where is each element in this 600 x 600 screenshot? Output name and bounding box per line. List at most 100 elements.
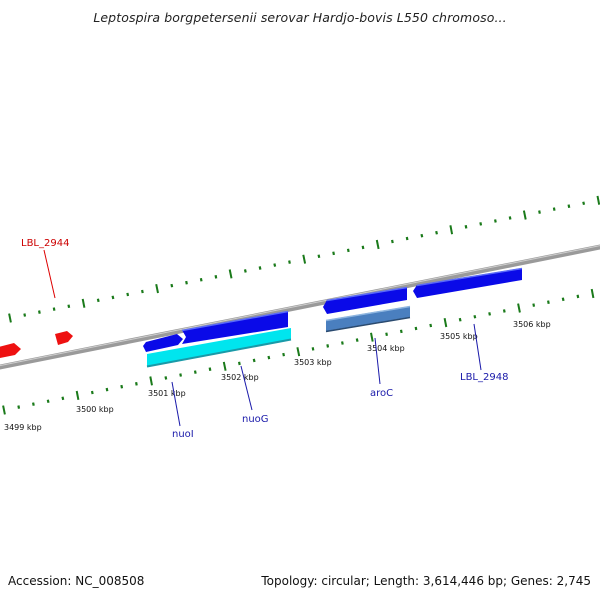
scale-tick [38, 310, 41, 314]
scale-label: 3505 kbp [440, 332, 478, 341]
accession-text: Accession: NC_008508 [8, 574, 145, 588]
gene-forward-LBL-2948[interactable] [413, 268, 522, 298]
scale-tick [420, 233, 424, 238]
scale-tick [502, 309, 506, 313]
inner-tick-row [2, 288, 595, 415]
gene-label-aroC[interactable]: aroC [370, 388, 393, 399]
scale-label: 3501 kbp [148, 389, 186, 398]
scale-tick [296, 347, 301, 357]
scale-tick [464, 224, 468, 229]
gene-reverse-nuoI-cyan[interactable] [147, 328, 291, 366]
scale-tick [67, 304, 71, 309]
scale-tick [164, 376, 168, 380]
gene-highlight [181, 310, 289, 332]
scale-tick [258, 266, 262, 270]
scale-tick [238, 361, 241, 366]
scale-tick [547, 300, 550, 305]
scale-tick [355, 338, 359, 342]
scale-tick [17, 405, 21, 409]
gene-label-LBL-2944[interactable]: LBL_2944 [21, 238, 69, 249]
gene-forward-aroC[interactable] [323, 287, 407, 314]
scale-label: 3500 kbp [76, 405, 114, 414]
scale-tick [23, 313, 27, 317]
scale-tick [399, 329, 403, 334]
scale-tick [208, 367, 212, 372]
scale-tick [199, 277, 203, 282]
chromosome-backbone [0, 244, 600, 370]
scale-tick [282, 352, 285, 357]
scale-tick [346, 248, 350, 253]
scale-tick [61, 396, 65, 401]
scale-label: 3503 kbp [294, 358, 332, 367]
scale-tick [590, 288, 595, 299]
scale-tick [370, 332, 374, 342]
scale-tick [149, 376, 153, 386]
gene-highlight [416, 267, 523, 287]
scale-tick [494, 219, 497, 223]
scale-tick [46, 399, 50, 404]
scale-tick [582, 201, 586, 206]
gene-label-LBL-2948[interactable]: LBL_2948 [460, 372, 508, 383]
scale-tick [405, 236, 409, 241]
scale-tick [443, 318, 448, 328]
label-leader-LBL-2948 [473, 323, 482, 371]
scale-tick [105, 387, 109, 392]
scale-tick [120, 384, 124, 389]
gene-red-left[interactable] [0, 343, 21, 359]
scale-tick [385, 332, 388, 337]
scale-tick [576, 294, 580, 299]
label-leader-nuoG [240, 365, 253, 411]
scale-tick [302, 254, 307, 264]
label-leader-aroC [374, 337, 381, 385]
scale-tick [508, 216, 512, 220]
scale-tick [185, 280, 188, 285]
scale-tick [567, 204, 571, 209]
scale-tick [141, 289, 144, 294]
scale-tick [596, 195, 600, 205]
scale-tick [317, 254, 321, 259]
gene-highlight [325, 305, 411, 322]
outer-tick-row [8, 195, 600, 323]
scale-tick [193, 370, 197, 374]
scale-tick [267, 355, 271, 360]
gene-reverse-aroC-steel[interactable] [326, 306, 410, 331]
scale-tick [311, 347, 315, 351]
gene-label-nuoI[interactable]: nuoI [172, 429, 194, 440]
gene-highlight [326, 286, 408, 302]
scale-tick [532, 303, 536, 307]
scale-tick [214, 274, 218, 279]
genome-stats-text: Topology: circular; Length: 3,614,446 bp… [261, 574, 591, 588]
gene-label-nuoG[interactable]: nuoG [242, 414, 269, 425]
gene-shadow [146, 338, 292, 368]
label-leader-LBL-2944 [43, 249, 56, 299]
scale-tick [155, 283, 159, 294]
scale-tick [2, 405, 6, 415]
scale-tick [391, 239, 394, 244]
scale-tick [326, 344, 330, 348]
gene-forward-1[interactable] [143, 334, 183, 352]
scale-tick [341, 341, 344, 345]
scale-label: 3506 kbp [513, 320, 551, 329]
scale-tick [135, 381, 138, 386]
scale-tick [414, 326, 418, 331]
gene-forward-nuoG[interactable] [182, 311, 288, 344]
scale-tick [179, 373, 182, 377]
scale-tick [252, 358, 256, 363]
scale-tick [517, 303, 521, 313]
scale-tick [429, 323, 433, 328]
scale-tick [552, 207, 556, 211]
scale-tick [522, 210, 527, 220]
scale-tick [170, 283, 174, 288]
scale-tick [288, 260, 291, 264]
scale-tick [361, 245, 365, 250]
scale-tick [126, 292, 130, 297]
scale-tick [228, 269, 233, 279]
gene-shadow [325, 316, 411, 333]
gene-red-small[interactable] [55, 331, 73, 345]
scale-tick [111, 295, 115, 300]
scale-label: 3499 kbp [4, 423, 42, 432]
scale-tick [81, 298, 86, 308]
scale-tick [435, 230, 438, 235]
scale-tick [538, 210, 541, 214]
